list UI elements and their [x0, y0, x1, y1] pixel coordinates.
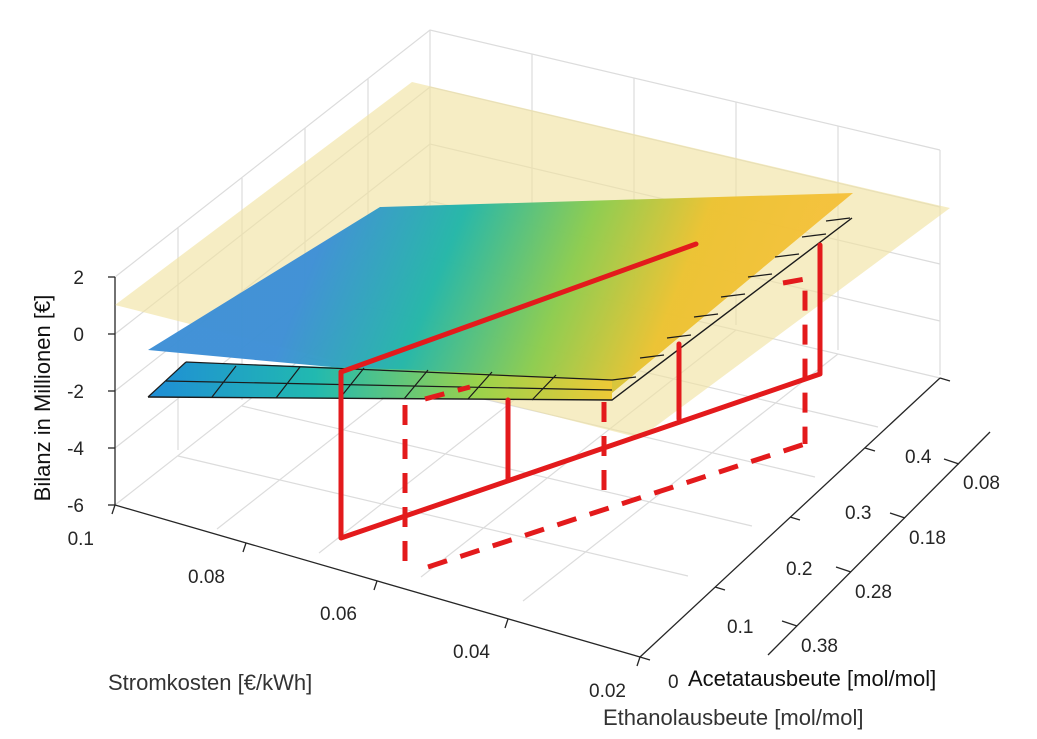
- floor-grid-5: [177, 455, 689, 577]
- lower-grid-line: [211, 365, 237, 398]
- balance-surface: [148, 193, 853, 393]
- red-highlight-solid: [338, 241, 823, 541]
- x-axis-line: [114, 504, 641, 658]
- lower-grid-line: [467, 371, 493, 400]
- red-dashed-vertical-right: [782, 276, 808, 444]
- lower-grid-line: [339, 367, 365, 399]
- x-tick-mark: [111, 504, 116, 515]
- lower-grid-line: [531, 374, 557, 401]
- z-axis-title: Bilanz in Millionen [€]: [30, 295, 55, 502]
- ethanol-axis: 0 0.1 0.2 0.3 0.4 Ethanolausbeute [mol/m…: [603, 377, 951, 730]
- lower-grid-tick: [639, 354, 665, 359]
- x-tick-label: 0.08: [188, 567, 225, 588]
- acetate-tick-mark: [943, 458, 960, 465]
- floor-grid-4: [522, 353, 839, 602]
- lower-grid-tick: [720, 293, 746, 298]
- acetate-axis-title: Acetatausbeute [mol/mol]: [688, 666, 936, 691]
- ethanol-tick-mark: [639, 656, 651, 661]
- lower-grid-surface: [147, 217, 853, 401]
- x-tick-label: 0.06: [320, 604, 357, 625]
- x-axis: 0.1 0.08 0.06 0.04 0.02 Stromkosten [€/k…: [68, 504, 641, 702]
- z-tick-label: 2: [73, 268, 84, 289]
- red-highlight-dashed: [402, 276, 808, 570]
- z-tick-label: 0: [73, 325, 84, 346]
- ethanol-tick-mark: [864, 447, 876, 452]
- x-tick-mark: [504, 618, 509, 629]
- ethanol-tick-label: 0.1: [727, 617, 753, 638]
- red-box-outline: [338, 242, 823, 541]
- ethanol-tick-label: 0: [668, 672, 679, 693]
- acetate-tick-label: 0.18: [909, 528, 946, 549]
- lower-grid-tick: [774, 253, 800, 258]
- lower-grid-line: [275, 366, 301, 399]
- lower-grid-line: [185, 361, 613, 381]
- ethanol-tick-mark: [939, 377, 951, 382]
- acetate-tick-label: 0.38: [801, 636, 838, 657]
- ethanol-tick-mark: [714, 586, 726, 591]
- x-tick-mark: [636, 656, 641, 667]
- z-axis: 2 0 -2 -4 -6 Bilanz in Millionen [€]: [30, 268, 116, 517]
- x-tick-mark: [242, 542, 247, 553]
- z-tick-label: -2: [67, 382, 84, 403]
- ethanol-tick-label: 0.4: [905, 447, 932, 468]
- lower-grid-tick: [825, 217, 851, 222]
- acetate-tick-label: 0.28: [855, 582, 892, 603]
- x-tick-mark: [373, 580, 378, 591]
- x-tick-label: 0.1: [68, 529, 94, 550]
- lower-grid-tick: [666, 334, 692, 339]
- ethanol-tick-mark: [789, 516, 801, 521]
- lower-grid-tick: [801, 233, 827, 238]
- lower-grid-line: [403, 369, 429, 400]
- floor-grid-6: [241, 405, 753, 527]
- x-axis-title: Stromkosten [€/kWh]: [108, 670, 312, 695]
- red-box-top: [338, 241, 699, 375]
- ethanol-tick-label: 0.3: [845, 503, 871, 524]
- acetate-axis-line: [767, 431, 991, 656]
- red-dashed-bottom: [427, 441, 806, 570]
- lower-grid-tick: [693, 313, 719, 318]
- ethanol-tick-label: 0.2: [786, 559, 812, 580]
- lower-grid-tick: [747, 273, 773, 278]
- z-tick-label: -6: [67, 496, 84, 517]
- lower-grid-tick: [611, 376, 637, 381]
- ethanol-axis-title: Ethanolausbeute [mol/mol]: [603, 705, 864, 730]
- acetate-tick-mark: [889, 512, 906, 519]
- z-tick-label: -4: [67, 439, 84, 460]
- acetate-tick-label: 0.08: [963, 473, 1000, 494]
- acetate-tick-mark: [781, 620, 798, 627]
- lower-grid-line: [147, 361, 187, 398]
- x-tick-label: 0.04: [453, 642, 490, 663]
- red-dashed-top: [424, 384, 471, 402]
- acetate-axis: 0.38 0.28 0.18 0.08 Acetatausbeute [mol/…: [688, 431, 1000, 691]
- lower-grid-fill: [148, 362, 612, 400]
- acetate-tick-mark: [835, 566, 852, 573]
- lower-grid-edge: [147, 217, 853, 401]
- x-tick-label: 0.02: [589, 681, 626, 702]
- lower-grid-line: [165, 380, 613, 391]
